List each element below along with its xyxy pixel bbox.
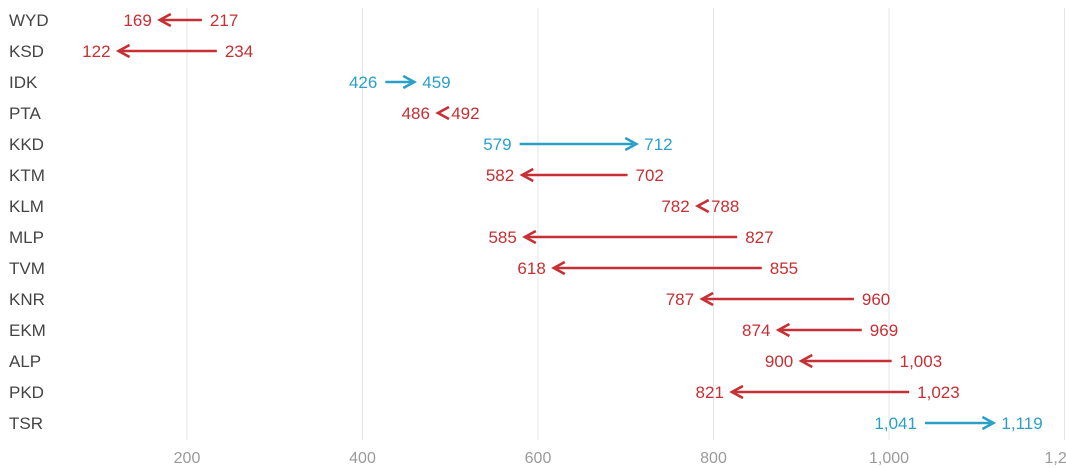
from-value-label-ekm: 969 xyxy=(870,321,898,340)
arrow-row-tsr: 1,041 1,119 xyxy=(874,414,1042,433)
arrow-head-klm xyxy=(694,198,710,214)
from-value-label-kkd: 579 xyxy=(483,135,511,154)
category-label-pta: PTA xyxy=(9,104,41,123)
arrow-row-klm: 788 782 xyxy=(661,197,739,216)
to-value-label-pta: 486 xyxy=(402,104,430,123)
x-tick-label-400: 400 xyxy=(349,450,376,467)
arrow-row-alp: 1,003 900 xyxy=(765,352,942,371)
to-value-label-pkd: 821 xyxy=(696,383,724,402)
from-value-label-idk: 426 xyxy=(349,73,377,92)
arrow-row-kkd: 579 712 xyxy=(483,135,672,154)
arrow-row-ksd: 234 122 xyxy=(82,42,253,61)
from-value-label-ksd: 234 xyxy=(225,42,253,61)
to-value-label-alp: 900 xyxy=(765,352,793,371)
arrow-head-mlp xyxy=(522,229,537,245)
arrow-head-tsr xyxy=(981,415,997,431)
arrow-row-ktm: 702 582 xyxy=(486,166,664,185)
category-label-ekm: EKM xyxy=(9,321,46,340)
from-value-label-wyd: 217 xyxy=(210,11,238,30)
to-value-label-wyd: 169 xyxy=(123,11,151,30)
arrow-head-ksd xyxy=(115,43,131,59)
from-value-label-pta: 492 xyxy=(451,104,479,123)
x-axis-tick-labels: 200 400 600 800 1,000 1,200 xyxy=(174,450,1066,467)
arrow-row-tvm: 855 618 xyxy=(517,259,798,278)
arrow-head-alp xyxy=(798,353,813,369)
grid-layer xyxy=(186,8,1065,440)
to-value-label-tvm: 618 xyxy=(517,259,545,278)
to-value-label-klm: 782 xyxy=(661,197,689,216)
x-tick-label-600: 600 xyxy=(525,450,552,467)
from-value-label-klm: 788 xyxy=(711,197,739,216)
category-label-mlp: MLP xyxy=(9,228,44,247)
from-value-label-pkd: 1,023 xyxy=(917,383,960,402)
category-label-tsr: TSR xyxy=(9,414,43,433)
arrow-head-pkd xyxy=(729,384,744,400)
from-value-label-tsr: 1,041 xyxy=(874,414,917,433)
from-value-label-mlp: 827 xyxy=(745,228,773,247)
arrow-row-pkd: 1,023 821 xyxy=(696,383,960,402)
arrow-head-ekm xyxy=(775,322,791,338)
arrow-row-ekm: 969 874 xyxy=(742,321,898,340)
arrow-row-pta: 492 486 xyxy=(402,104,480,123)
arrow-head-kkd xyxy=(624,136,639,152)
arrow-row-idk: 426 459 xyxy=(349,73,451,92)
to-value-label-knr: 787 xyxy=(666,290,694,309)
to-value-label-idk: 459 xyxy=(422,73,450,92)
category-label-tvm: TVM xyxy=(9,259,45,278)
category-label-alp: ALP xyxy=(9,352,41,371)
arrow-head-tvm xyxy=(551,260,566,276)
to-value-label-ekm: 874 xyxy=(742,321,770,340)
from-value-label-knr: 960 xyxy=(862,290,890,309)
arrow-head-idk xyxy=(402,74,417,90)
from-value-label-ktm: 702 xyxy=(636,166,664,185)
from-value-label-tvm: 855 xyxy=(770,259,798,278)
arrow-row-knr: 960 787 xyxy=(666,290,891,309)
arrow-row-mlp: 827 585 xyxy=(488,228,773,247)
to-value-label-ktm: 582 xyxy=(486,166,514,185)
category-label-pkd: PKD xyxy=(9,383,44,402)
x-tick-label-800: 800 xyxy=(700,450,727,467)
category-label-ktm: KTM xyxy=(9,166,45,185)
x-tick-label-200: 200 xyxy=(174,450,201,467)
x-tick-label-1200: 1,200 xyxy=(1044,450,1066,467)
to-value-label-ksd: 122 xyxy=(82,42,110,61)
category-label-kkd: KKD xyxy=(9,135,44,154)
category-label-klm: KLM xyxy=(9,197,44,216)
to-value-label-tsr: 1,119 xyxy=(1001,414,1042,433)
from-value-label-alp: 1,003 xyxy=(900,352,943,371)
arrow-head-knr xyxy=(699,291,714,307)
x-tick-label-1000: 1,000 xyxy=(869,450,909,467)
category-label-idk: IDK xyxy=(9,73,38,92)
to-value-label-mlp: 585 xyxy=(488,228,516,247)
category-label-ksd: KSD xyxy=(9,42,44,61)
category-labels: WYD KSD IDK PTA KKD KTM KLM MLP TVM KNR EKM ALP PKD T… xyxy=(9,11,49,433)
arrow-row-wyd: 217 169 xyxy=(123,11,238,30)
arrow-head-ktm xyxy=(519,167,534,183)
arrow-head-wyd xyxy=(157,12,172,28)
arrow-head-pta xyxy=(435,105,450,121)
category-label-wyd: WYD xyxy=(9,11,49,30)
to-value-label-kkd: 712 xyxy=(644,135,672,154)
category-label-knr: KNR xyxy=(9,290,45,309)
